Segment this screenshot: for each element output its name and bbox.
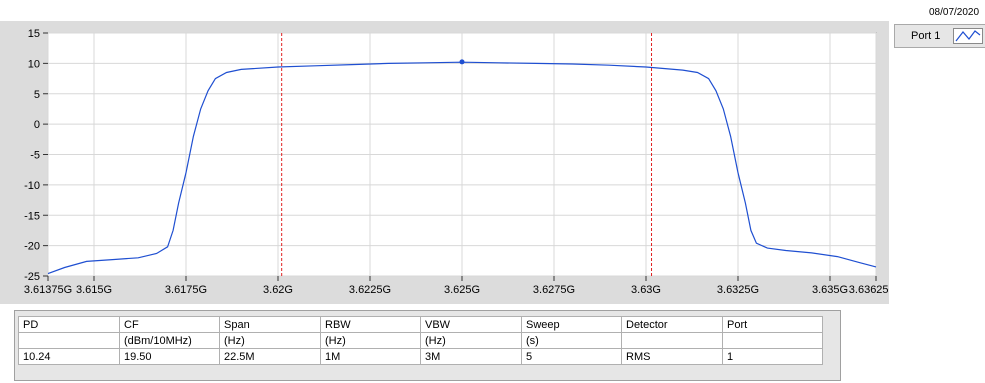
table-unit-cell xyxy=(621,332,723,349)
x-tick-label: 3.63G xyxy=(631,284,661,296)
table-header-cell: PD xyxy=(18,316,120,333)
y-tick-label: 5 xyxy=(34,89,40,101)
line-plot-icon[interactable] xyxy=(953,28,983,44)
y-tick-label: 15 xyxy=(28,28,40,40)
x-tick-label: 3.6325G xyxy=(717,284,759,296)
date-label: 08/07/2020 xyxy=(929,7,980,18)
x-tick-label: 3.635G xyxy=(812,284,848,296)
spectrum-plot-panel: 15 10 5 0 -5 -10 -15 -20 -25 3.61375G 3.615G 3.6175… xyxy=(0,21,889,304)
peak-marker xyxy=(459,59,465,65)
plot-legend[interactable]: Port 1 xyxy=(894,24,985,48)
x-tick-label: 3.6275G xyxy=(533,284,575,296)
table-value-cell: 1 xyxy=(722,348,823,365)
x-tick-label: 3.6225G xyxy=(349,284,391,296)
table-header-cell: Port xyxy=(722,316,823,333)
table-unit-cell xyxy=(18,332,120,349)
x-tick-label: 3.615G xyxy=(76,284,112,296)
table-header-cell: Detector xyxy=(621,316,723,333)
table-value-cell: 10.24 xyxy=(18,348,120,365)
table-units-row: (dBm/10MHz) (Hz) (Hz) (Hz) (s) xyxy=(18,332,823,349)
table-unit-cell: (s) xyxy=(521,332,622,349)
table-value-cell: 1M xyxy=(320,348,421,365)
table-header-cell: Span xyxy=(219,316,321,333)
table-unit-cell: (Hz) xyxy=(219,332,321,349)
x-tick-label: 3.6175G xyxy=(165,284,207,296)
table-value-cell: RMS xyxy=(621,348,723,365)
table-value-cell: 22.5M xyxy=(219,348,321,365)
x-tick-label: 3.625G xyxy=(444,284,480,296)
x-tick-label: 3.62G xyxy=(263,284,293,296)
y-tick-label: -20 xyxy=(24,241,40,253)
table-value-cell: 19.50 xyxy=(119,348,220,365)
y-tick-label: -25 xyxy=(24,271,40,283)
measurement-panel: PD CF Span RBW VBW Sweep Detector Port (… xyxy=(14,310,841,381)
table-header-cell: RBW xyxy=(320,316,421,333)
y-tick-label: -10 xyxy=(24,180,40,192)
y-tick-label: -5 xyxy=(30,150,40,162)
y-tick-label: 0 xyxy=(34,119,40,131)
table-header-row: PD CF Span RBW VBW Sweep Detector Port xyxy=(18,316,823,333)
table-header-cell: Sweep xyxy=(521,316,622,333)
y-tick-label: 10 xyxy=(28,58,40,70)
table-row: 10.24 19.50 22.5M 1M 3M 5 RMS 1 xyxy=(18,348,823,365)
table-header-cell: VBW xyxy=(420,316,522,333)
table-unit-cell: (Hz) xyxy=(420,332,522,349)
x-tick-label: 3.636250G xyxy=(849,284,889,296)
table-value-cell: 5 xyxy=(521,348,622,365)
x-tick-label: 3.61375G xyxy=(24,284,72,296)
spectrum-chart[interactable]: 15 10 5 0 -5 -10 -15 -20 -253.61375G 3.615G 3.6175… xyxy=(0,21,889,304)
table-unit-cell: (dBm/10MHz) xyxy=(119,332,220,349)
measurement-table: PD CF Span RBW VBW Sweep Detector Port (… xyxy=(18,316,823,365)
table-header-cell: CF xyxy=(119,316,220,333)
table-unit-cell: (Hz) xyxy=(320,332,421,349)
table-value-cell: 3M xyxy=(420,348,522,365)
legend-label: Port 1 xyxy=(911,30,941,42)
y-tick-label: -15 xyxy=(24,210,40,222)
table-unit-cell xyxy=(722,332,823,349)
